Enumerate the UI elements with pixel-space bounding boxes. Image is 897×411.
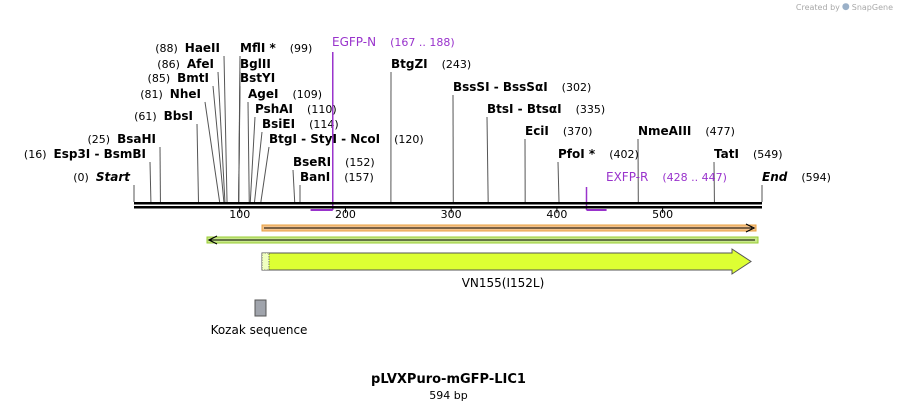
site-name-esp3i[interactable]: Esp3I - BsmBI bbox=[54, 147, 146, 161]
site-line-pshai bbox=[249, 116, 256, 203]
site-line-btsi bbox=[486, 116, 489, 203]
site-pos-mfli: (99) bbox=[290, 42, 313, 55]
site-labels: (0) Start (16) Esp3I - BsmBI(25) BsaHI (61) Bb… bbox=[24, 41, 831, 184]
site-line-bsiei bbox=[254, 131, 263, 203]
site-name-nhei[interactable]: NheI bbox=[170, 87, 201, 101]
site-pos-agei: (109) bbox=[292, 88, 322, 101]
site-pos-bsiei: (114) bbox=[309, 118, 339, 131]
ruler-tick-label: 300 bbox=[441, 208, 462, 221]
created-by-label: Created by bbox=[795, 2, 840, 12]
site-pos-btsi: (335) bbox=[576, 103, 606, 116]
ruler-tick-label: 200 bbox=[335, 208, 356, 221]
site-pos-pshai: (110) bbox=[307, 103, 337, 116]
site-name-bstyi[interactable]: BstYI bbox=[240, 71, 275, 85]
site-pos-nmeaiii: (477) bbox=[705, 125, 735, 138]
ruler-tick-label: 100 bbox=[229, 208, 250, 221]
site-line-nhei bbox=[204, 101, 221, 203]
site-name-pshai[interactable]: PshAI bbox=[255, 102, 293, 116]
primer-egfp-n[interactable]: EGFP-N (167 .. 188) bbox=[310, 35, 455, 211]
vn155-feature[interactable]: VN155(I152L) bbox=[261, 248, 752, 290]
site-name-bsssi[interactable]: BssSI - BssSαI bbox=[453, 80, 548, 94]
plasmid-size: 594 bp bbox=[429, 389, 468, 402]
site-line-afei bbox=[217, 71, 226, 203]
site-pos-btgi: (120) bbox=[394, 133, 424, 146]
site-name-bani[interactable]: BanI bbox=[300, 170, 330, 184]
primer-name-egfp-n: EGFP-N bbox=[332, 35, 376, 49]
site-name-bsiei[interactable]: BsiEI bbox=[262, 117, 295, 131]
site-pos-start: (0) bbox=[73, 171, 89, 184]
site-pos-bmti: (85) bbox=[148, 72, 171, 85]
snapgene-credit: Created by ● SnapGene bbox=[796, 2, 893, 12]
snapgene-logo-icon: ● bbox=[841, 2, 850, 12]
site-pos-bseri: (152) bbox=[345, 156, 375, 169]
vn155-label: VN155(I152L) bbox=[462, 276, 545, 290]
site-name-bmti[interactable]: BmtI bbox=[177, 71, 209, 85]
ruler-ticks: 100 200 300 400 500 bbox=[229, 208, 673, 221]
site-pos-tati: (549) bbox=[753, 148, 783, 161]
site-line-pfoi bbox=[557, 161, 560, 203]
site-pos-bsahi: (25) bbox=[88, 133, 111, 146]
site-pos-bsssi: (302) bbox=[562, 81, 592, 94]
site-pos-bbsi: (61) bbox=[134, 110, 157, 123]
site-name-end[interactable]: End bbox=[762, 170, 788, 184]
site-name-afei[interactable]: AfeI bbox=[187, 57, 214, 71]
site-pos-haeii: (88) bbox=[155, 42, 178, 55]
site-line-bbsi bbox=[196, 123, 199, 203]
primer-layer: EGFP-N (167 .. 188) EXFP-R (428 .. 447) bbox=[310, 35, 727, 211]
primer-name-exfp-r: EXFP-R bbox=[606, 170, 648, 184]
sequence-backbone-top bbox=[134, 202, 762, 205]
site-pos-bani: (157) bbox=[344, 171, 374, 184]
site-name-pfoi[interactable]: PfoI * bbox=[558, 147, 596, 161]
site-line-bseri bbox=[292, 169, 296, 203]
site-line-agei bbox=[247, 101, 250, 203]
site-name-mfli[interactable]: MflI * bbox=[240, 41, 276, 55]
site-line-esp3i bbox=[149, 161, 152, 203]
site-pos-end: (594) bbox=[801, 171, 831, 184]
site-name-btgi[interactable]: BtgI - StyI - NcoI bbox=[269, 132, 380, 146]
site-pos-pfoi: (402) bbox=[609, 148, 639, 161]
site-name-bsahi[interactable]: BsaHI bbox=[117, 132, 156, 146]
ruler-tick-label: 500 bbox=[652, 208, 673, 221]
sequence-map: (0) Start (16) Esp3I - BsmBI(25) BsaHI (61) Bb… bbox=[24, 35, 831, 337]
site-name-bseri[interactable]: BseRI bbox=[293, 155, 331, 169]
site-pos-ecii: (370) bbox=[563, 125, 593, 138]
site-name-haeii[interactable]: HaeII bbox=[185, 41, 220, 55]
site-pos-afei: (86) bbox=[157, 58, 180, 71]
ruler-tick-label: 400 bbox=[546, 208, 567, 221]
site-name-start[interactable]: Start bbox=[96, 170, 131, 184]
orf-forward-arrow[interactable] bbox=[261, 223, 757, 233]
site-line-bstyi bbox=[238, 85, 241, 203]
site-name-agei[interactable]: AgeI bbox=[248, 87, 278, 101]
sequence-backbone-bottom bbox=[134, 206, 762, 209]
primer-range-egfp-n: (167 .. 188) bbox=[390, 36, 455, 49]
site-name-tati[interactable]: TatI bbox=[714, 147, 739, 161]
plasmid-title: pLVXPuro-mGFP-LIC1 bbox=[371, 372, 526, 387]
primer-range-exfp-r: (428 .. 447) bbox=[662, 171, 727, 184]
site-pos-esp3i: (16) bbox=[24, 148, 47, 161]
site-name-nmeaiii[interactable]: NmeAIII bbox=[638, 124, 691, 138]
kozak-label: Kozak sequence bbox=[211, 323, 308, 337]
site-lines bbox=[133, 55, 763, 203]
site-name-ecii[interactable]: EciI bbox=[525, 124, 549, 138]
site-name-btsi[interactable]: BtsI - BtsαI bbox=[487, 102, 562, 116]
site-line-btgi bbox=[260, 146, 270, 203]
site-name-bglii[interactable]: BglII bbox=[240, 57, 271, 71]
site-line-haeii bbox=[223, 55, 228, 203]
orf-reverse-arrow[interactable] bbox=[206, 235, 759, 245]
snapgene-name: SnapGene bbox=[851, 2, 893, 12]
site-name-bbsi[interactable]: BbsI bbox=[164, 109, 193, 123]
site-pos-nhei: (81) bbox=[140, 88, 163, 101]
kozak-feature[interactable]: Kozak sequence bbox=[211, 299, 308, 337]
site-name-btgzi[interactable]: BtgZI bbox=[391, 57, 428, 71]
site-line-bmti bbox=[212, 85, 225, 203]
primer-exfp-r[interactable]: EXFP-R (428 .. 447) bbox=[585, 170, 727, 211]
site-pos-btgzi: (243) bbox=[442, 58, 472, 71]
